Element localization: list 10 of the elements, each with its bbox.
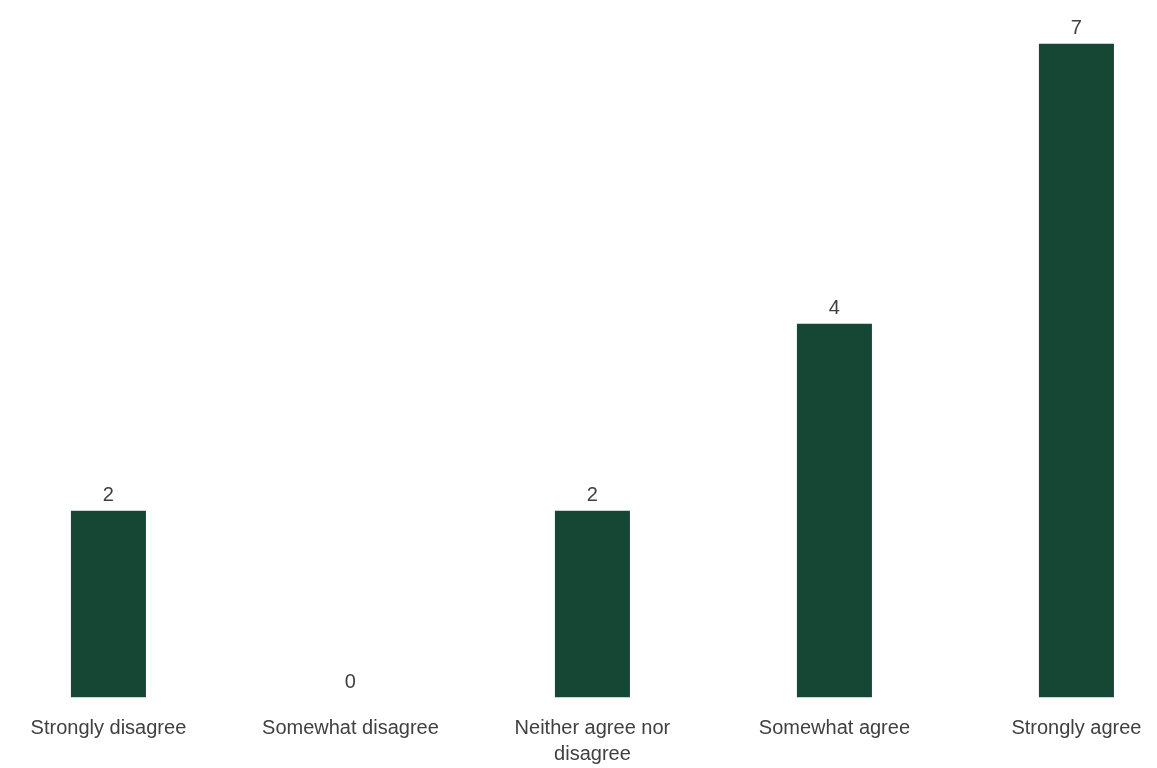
x-tick-label: Somewhat disagree (262, 715, 439, 738)
x-tick-label: Somewhat agree (758, 715, 911, 738)
data-label: 2 (102, 482, 114, 505)
data-label: 4 (828, 295, 840, 318)
data-label: 0 (344, 669, 356, 692)
data-label: 2 (586, 482, 598, 505)
data-label: 7 (1070, 15, 1082, 38)
x-tick-label: Strongly disagree (30, 715, 187, 738)
x-tick-label: Neither agree nor disagree (514, 715, 671, 764)
x-tick-label: Strongly agree (1011, 715, 1142, 738)
